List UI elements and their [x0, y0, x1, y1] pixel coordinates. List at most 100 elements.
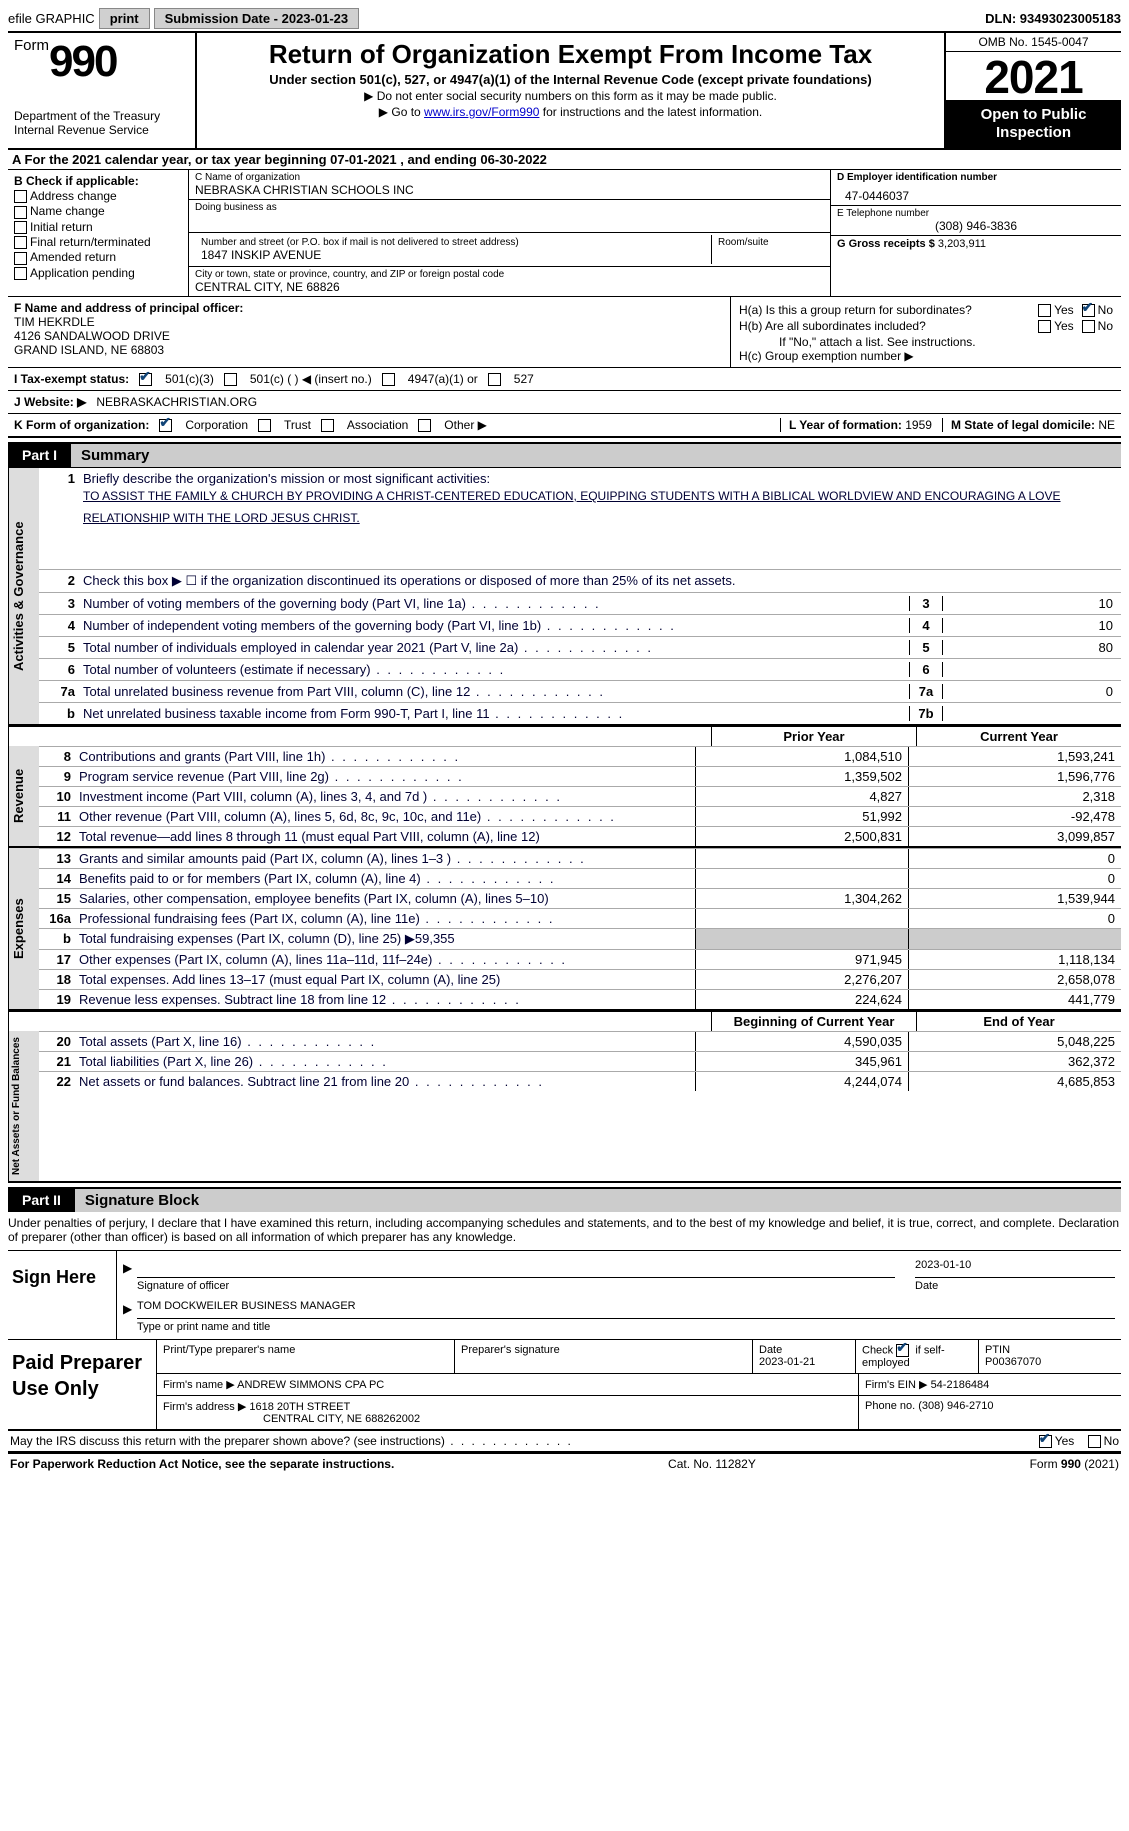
l20-t: Total assets (Part X, line 16)	[79, 1032, 695, 1051]
tax-year: 2021	[946, 52, 1121, 100]
part-2-title: Signature Block	[75, 1189, 1121, 1212]
boy-hdr: Beginning of Current Year	[711, 1012, 916, 1031]
chk-address-change[interactable]	[14, 190, 27, 203]
line1-mission: TO ASSIST THE FAMILY & CHURCH BY PROVIDI…	[83, 486, 1117, 566]
efile-label: efile GRAPHIC	[8, 11, 95, 26]
l8-t: Contributions and grants (Part VIII, lin…	[79, 747, 695, 766]
chk-final-return[interactable]	[14, 236, 27, 249]
discuss-row: May the IRS discuss this return with the…	[8, 1431, 1121, 1452]
chk-4947[interactable]	[382, 373, 395, 386]
submission-date-button[interactable]: Submission Date - 2023-01-23	[154, 8, 360, 29]
chk-initial-return[interactable]	[14, 221, 27, 234]
l18-t: Total expenses. Add lines 13–17 (must eq…	[79, 970, 695, 989]
l21-p: 345,961	[695, 1052, 908, 1071]
hb-label: H(b) Are all subordinates included?	[739, 319, 1038, 333]
col-c-org-info: C Name of organization NEBRASKA CHRISTIA…	[189, 170, 830, 296]
line5-val: 80	[943, 640, 1117, 655]
l22-t: Net assets or fund balances. Subtract li…	[79, 1072, 695, 1091]
lb-t: Total fundraising expenses (Part IX, col…	[79, 929, 695, 949]
officer-signature-line[interactable]	[137, 1259, 895, 1278]
chk-trust[interactable]	[258, 419, 271, 432]
chk-assoc[interactable]	[321, 419, 334, 432]
line4-text: Number of independent voting members of …	[83, 618, 909, 633]
chk-self-employed[interactable]	[896, 1344, 909, 1357]
l20-p: 4,590,035	[695, 1032, 908, 1051]
chk-501c3[interactable]	[139, 373, 152, 386]
officer-addr2: GRAND ISLAND, NE 68803	[14, 343, 724, 357]
j-value: NEBRASKACHRISTIAN.ORG	[96, 395, 257, 409]
chk-501c[interactable]	[224, 373, 237, 386]
prep-sig-lab: Preparer's signature	[461, 1344, 746, 1356]
lb-p	[695, 929, 908, 949]
l12-c: 3,099,857	[908, 827, 1121, 846]
l16a-t: Professional fundraising fees (Part IX, …	[79, 909, 695, 928]
chk-name-change[interactable]	[14, 206, 27, 219]
l12-p: 2,500,831	[695, 827, 908, 846]
ha-no[interactable]	[1082, 304, 1095, 317]
paid-preparer-block: Paid Preparer Use Only Print/Type prepar…	[8, 1340, 1121, 1431]
l19-t: Revenue less expenses. Subtract line 18 …	[79, 990, 695, 1009]
l13-t: Grants and similar amounts paid (Part IX…	[79, 849, 695, 868]
hb-yes[interactable]	[1038, 320, 1051, 333]
ha-yes[interactable]	[1038, 304, 1051, 317]
street-label: Number and street (or P.O. box if mail i…	[201, 237, 705, 248]
chk-amended[interactable]	[14, 252, 27, 265]
year-header-1: Prior Year Current Year	[8, 726, 1121, 746]
inspection-badge: Open to Public Inspection	[946, 100, 1121, 148]
col-deg: D Employer identification number 47-0446…	[830, 170, 1121, 296]
footer-left: For Paperwork Reduction Act Notice, see …	[10, 1457, 394, 1471]
l-value: 1959	[905, 418, 932, 432]
printed-name-label: Type or print name and title	[137, 1321, 1115, 1333]
firm-ein-lab: Firm's EIN ▶	[865, 1379, 928, 1391]
chk-other[interactable]	[418, 419, 431, 432]
sign-here-label: Sign Here	[8, 1251, 117, 1339]
officer-label: F Name and address of principal officer:	[14, 301, 724, 315]
form-note-1: ▶ Do not enter social security numbers o…	[205, 89, 936, 103]
org-name: NEBRASKA CHRISTIAN SCHOOLS INC	[195, 183, 824, 197]
b-title: B Check if applicable:	[14, 174, 182, 188]
officer-printed-name: TOM DOCKWEILER BUSINESS MANAGER	[137, 1300, 1115, 1319]
hb-no[interactable]	[1082, 320, 1095, 333]
line6-text: Total number of volunteers (estimate if …	[83, 662, 909, 677]
chk-app-pending[interactable]	[14, 267, 27, 280]
l22-c: 4,685,853	[908, 1072, 1121, 1091]
ein-value: 47-0446037	[837, 183, 1115, 203]
discuss-text: May the IRS discuss this return with the…	[10, 1434, 573, 1448]
signature-block: Sign Here Signature of officer 2023-01-1…	[8, 1250, 1121, 1340]
part-2-tab: Part II	[8, 1189, 75, 1212]
top-toolbar: efile GRAPHIC print Submission Date - 20…	[8, 8, 1121, 29]
chk-corp[interactable]	[159, 419, 172, 432]
line7a-text: Total unrelated business revenue from Pa…	[83, 684, 909, 699]
l10-c: 2,318	[908, 787, 1121, 806]
dept-1: Department of the Treasury	[14, 109, 189, 123]
dln-label: DLN: 93493023005183	[985, 11, 1121, 26]
hb-note: If "No," attach a list. See instructions…	[739, 335, 1113, 349]
l16a-p	[695, 909, 908, 928]
l15-c: 1,539,944	[908, 889, 1121, 908]
header-left: Form990 Department of the Treasury Inter…	[8, 33, 197, 148]
form-header: Form990 Department of the Treasury Inter…	[8, 31, 1121, 150]
officer-addr1: 4126 SANDALWOOD DRIVE	[14, 329, 724, 343]
m-value: NE	[1098, 418, 1115, 432]
discuss-no[interactable]	[1088, 1435, 1101, 1448]
part-1-title: Summary	[71, 444, 1121, 467]
l14-c: 0	[908, 869, 1121, 888]
firm-ein-val: 54-2186484	[931, 1379, 990, 1391]
l14-p	[695, 869, 908, 888]
year-header-2: Beginning of Current Year End of Year	[8, 1011, 1121, 1031]
part-1-header: Part I Summary	[8, 442, 1121, 467]
l10-p: 4,827	[695, 787, 908, 806]
lb-c	[908, 929, 1121, 949]
l19-c: 441,779	[908, 990, 1121, 1009]
line5-text: Total number of individuals employed in …	[83, 640, 909, 655]
discuss-yes[interactable]	[1039, 1435, 1052, 1448]
row-a-fiscal-year: A For the 2021 calendar year, or tax yea…	[8, 150, 1121, 170]
l15-t: Salaries, other compensation, employee b…	[79, 889, 695, 908]
section-fh: F Name and address of principal officer:…	[8, 297, 1121, 368]
l8-p: 1,084,510	[695, 747, 908, 766]
print-button[interactable]: print	[99, 8, 150, 29]
chk-527[interactable]	[488, 373, 501, 386]
form-word: Form	[14, 37, 49, 54]
line7b-val	[943, 706, 1117, 721]
irs-link[interactable]: www.irs.gov/Form990	[424, 105, 539, 119]
